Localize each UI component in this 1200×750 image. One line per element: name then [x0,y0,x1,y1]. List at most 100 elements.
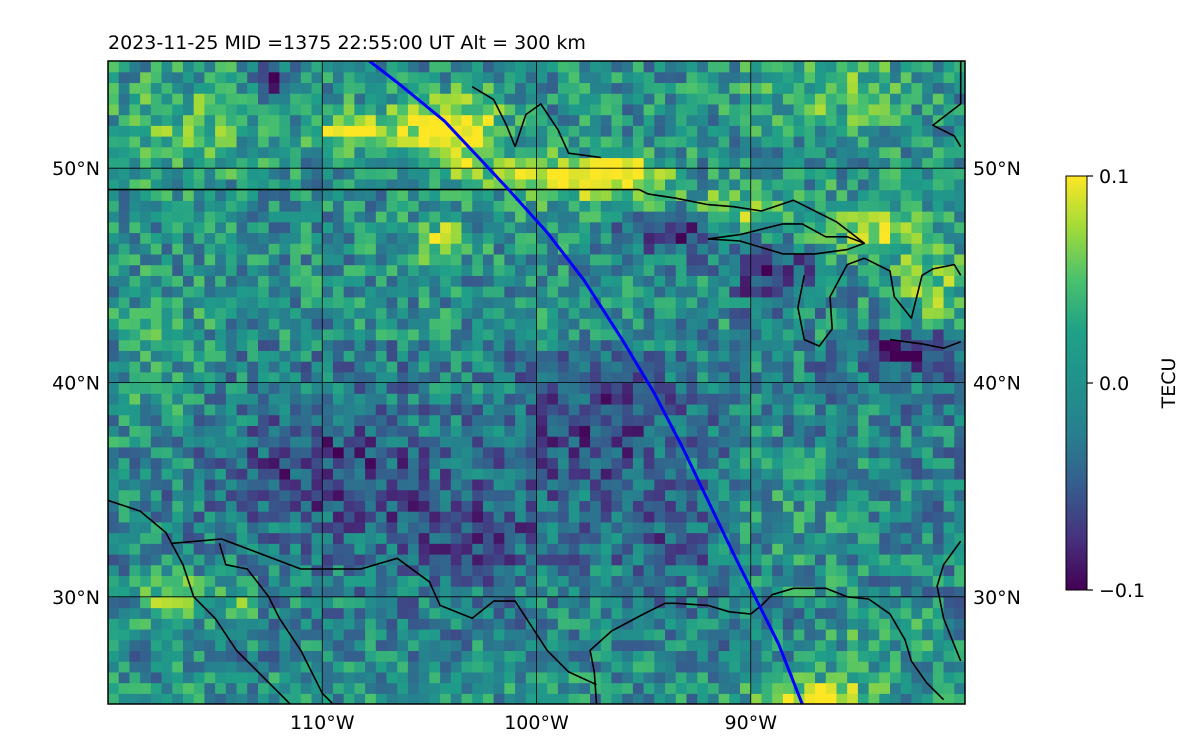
tec-cell [140,436,152,448]
tec-cell [418,103,430,116]
tec-cell [375,350,388,362]
tec-cell [397,125,409,137]
tec-cell [782,82,795,94]
tec-cell [407,693,420,704]
tec-cell [150,211,163,223]
tec-cell [718,275,730,287]
tec-cell [911,361,923,373]
tec-cell [450,628,463,641]
tec-cell [182,489,195,501]
tec-cell [954,82,965,94]
tec-cell [740,478,752,491]
tec-cell [547,382,559,394]
tec-cell [836,296,848,309]
tec-cell [204,639,216,652]
tec-cell [654,318,666,330]
tec-cell [772,661,784,673]
tec-cell [622,178,634,191]
tec-cell [654,382,666,394]
tec-cell [150,521,163,534]
tec-cell [386,403,398,416]
tec-cell [536,243,548,255]
tec-cell [140,339,152,351]
tec-cell [150,682,163,694]
tec-cell [579,200,591,212]
tec-cell [375,532,388,544]
tec-cell [322,661,334,673]
tec-cell [847,446,859,459]
tec-cell [590,618,602,630]
tec-cell [547,446,559,459]
tec-cell [450,189,463,201]
tec-cell [525,114,538,126]
tec-cell [782,275,795,287]
tec-cell [922,457,934,469]
tec-cell [150,371,163,384]
tec-cell [450,178,463,191]
tec-cell [847,575,859,587]
map-frame [107,60,966,705]
tec-cell [343,168,355,180]
tec-cell [440,168,452,180]
tec-cell [557,596,570,609]
tec-cell [461,361,473,373]
tec-cell [654,425,666,437]
tec-cell [890,489,902,501]
tec-cell [761,253,773,266]
tec-cell [836,178,848,191]
tec-cell [236,61,248,73]
tec-cell [954,436,965,448]
tec-cell [407,511,420,523]
tec-cell [782,521,795,534]
tec-cell [686,628,698,641]
tec-cell [557,586,570,598]
tec-cell [193,500,206,512]
tec-cell [407,71,420,84]
tec-cell [440,628,452,641]
tec-cell [536,521,548,534]
tec-cell [375,489,388,501]
tec-cell [450,264,463,276]
tec-cell [836,500,848,512]
tec-cell [215,393,227,405]
tec-cell [257,146,270,159]
tec-cell [740,446,752,459]
tec-cell [547,489,559,501]
tec-cell [161,82,173,94]
tec-cell [836,125,848,137]
tec-cell [172,521,184,534]
tec-cell [257,414,270,426]
tec-cell [718,253,730,266]
tec-cell [332,350,345,362]
tec-cell [525,489,538,501]
tec-cell [729,607,741,619]
tec-cell [665,457,677,469]
tec-cell [311,221,323,234]
tec-cell [686,168,698,180]
tec-cell [536,639,548,652]
tec-cell [161,232,173,244]
tec-cell [890,650,902,662]
tec-cell [343,286,355,298]
tec-cell [129,414,141,426]
tec-cell [504,339,516,351]
tec-cell [290,200,302,212]
tec-cell [150,511,163,523]
tec-cell [890,307,902,319]
tec-cell [482,403,495,416]
tec-cell [697,71,709,84]
tec-cell [525,189,538,201]
tec-cell [643,232,655,244]
tec-cell [665,318,677,330]
tec-cell [129,103,141,116]
tec-cell [450,350,463,362]
tec-cell [429,457,441,469]
tec-cell [386,682,398,694]
tec-cell [547,596,559,609]
tec-cell [268,253,280,266]
tec-cell [782,425,795,437]
tec-cell [525,350,538,362]
tec-cell [654,243,666,255]
tec-cell [311,436,323,448]
tec-cell [547,607,559,619]
